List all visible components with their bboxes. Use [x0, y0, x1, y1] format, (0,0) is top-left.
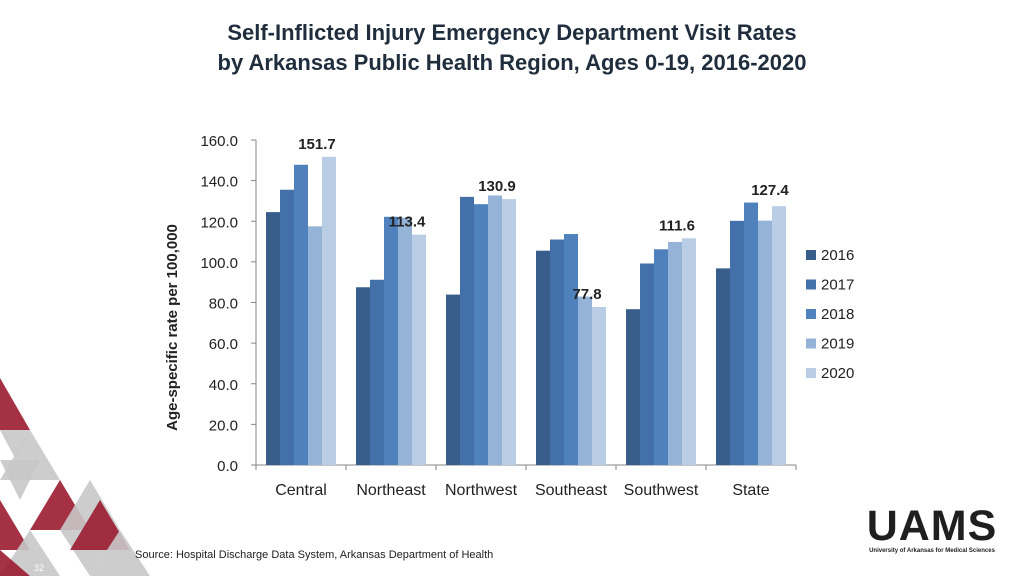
bar-central-2020	[322, 156, 336, 465]
decorative-triangle	[90, 530, 150, 576]
data-label: 77.8	[572, 286, 601, 303]
legend-swatch-2016	[806, 250, 816, 260]
bar-state-2017	[730, 220, 744, 465]
x-tick-label: Northeast	[356, 482, 426, 499]
bar-southeast-2018	[564, 234, 578, 465]
bar-northeast-2019	[398, 217, 412, 465]
data-label: 113.4	[389, 214, 426, 231]
bar-northeast-2017	[370, 279, 384, 465]
x-tick-label: Northwest	[445, 482, 518, 499]
y-tick-label: 120.0	[200, 214, 238, 231]
bar-southeast-2017	[550, 239, 564, 465]
legend-label-2016: 2016	[821, 247, 854, 264]
bar-central-2017	[280, 189, 294, 465]
x-tick-label: State	[732, 482, 769, 499]
legend-label-2018: 2018	[821, 306, 854, 323]
decorative-triangle	[70, 500, 130, 550]
bar-northwest-2017	[460, 196, 474, 465]
legend-label-2017: 2017	[821, 277, 854, 294]
bar-central-2019	[308, 226, 322, 465]
y-tick-label: 0.0	[217, 458, 238, 475]
bar-state-2016	[716, 268, 730, 465]
y-tick-label: 60.0	[209, 336, 238, 353]
bar-central-2016	[266, 212, 280, 465]
bar-southeast-2016	[536, 250, 550, 465]
legend-swatch-2020	[806, 368, 816, 378]
bar-northwest-2018	[474, 204, 488, 465]
bar-northwest-2020	[502, 199, 516, 465]
bar-southwest-2016	[626, 309, 640, 465]
bar-southwest-2019	[668, 241, 682, 465]
legend-label-2019: 2019	[821, 336, 854, 353]
legend-swatch-2017	[806, 279, 816, 290]
decorative-triangle	[0, 430, 60, 480]
bar-state-2019	[758, 220, 772, 465]
y-axis-title: Age-specific rate per 100,000	[164, 224, 181, 431]
y-tick-label: 160.0	[200, 133, 238, 150]
legend-label-2020: 2020	[821, 365, 854, 382]
y-tick-label: 100.0	[200, 255, 238, 272]
bar-central-2018	[294, 164, 308, 465]
data-label: 127.4	[751, 182, 789, 199]
x-tick-label: Central	[275, 482, 327, 499]
logo-text: UAMS	[866, 502, 998, 550]
bar-northeast-2018	[384, 216, 398, 465]
bar-northeast-2020	[412, 234, 426, 465]
page-title: Self-Inflicted Injury Emergency Departme…	[0, 18, 1024, 78]
bar-southwest-2020	[682, 238, 696, 465]
y-tick-label: 20.0	[209, 417, 238, 434]
bar-state-2020	[772, 206, 786, 465]
title-line-1: Self-Inflicted Injury Emergency Departme…	[227, 20, 797, 45]
x-tick-label: Southwest	[624, 482, 699, 499]
data-label: 111.6	[659, 217, 695, 234]
bar-northwest-2019	[488, 195, 502, 465]
logo-subtext: University of Arkansas for Medical Scien…	[869, 548, 995, 554]
bar-southeast-2020	[592, 306, 606, 465]
bar-state-2018	[744, 202, 758, 465]
x-tick-label: Southeast	[535, 482, 608, 499]
decorative-triangle	[0, 430, 30, 458]
title-line-2: by Arkansas Public Health Region, Ages 0…	[217, 50, 807, 75]
decorative-triangle	[0, 550, 30, 576]
legend-swatch-2019	[806, 338, 816, 349]
bar-northeast-2016	[356, 287, 370, 465]
source-note: Source: Hospital Discharge Data System, …	[135, 549, 494, 561]
bar-northwest-2016	[446, 294, 460, 465]
y-tick-label: 140.0	[200, 174, 238, 191]
y-tick-label: 80.0	[209, 296, 238, 313]
data-label: 151.7	[298, 136, 336, 153]
decorative-triangle	[0, 500, 30, 550]
data-label: 130.9	[478, 178, 516, 195]
decorative-triangle	[0, 378, 30, 430]
bar-southeast-2019	[578, 296, 592, 465]
page-number: 32	[34, 563, 45, 573]
legend-swatch-2018	[806, 309, 816, 319]
uams-logo: UAMS University of Arkansas for Medical …	[866, 502, 998, 555]
bar-southwest-2017	[640, 263, 654, 465]
bar-southwest-2018	[654, 249, 668, 465]
y-tick-label: 40.0	[209, 377, 238, 394]
